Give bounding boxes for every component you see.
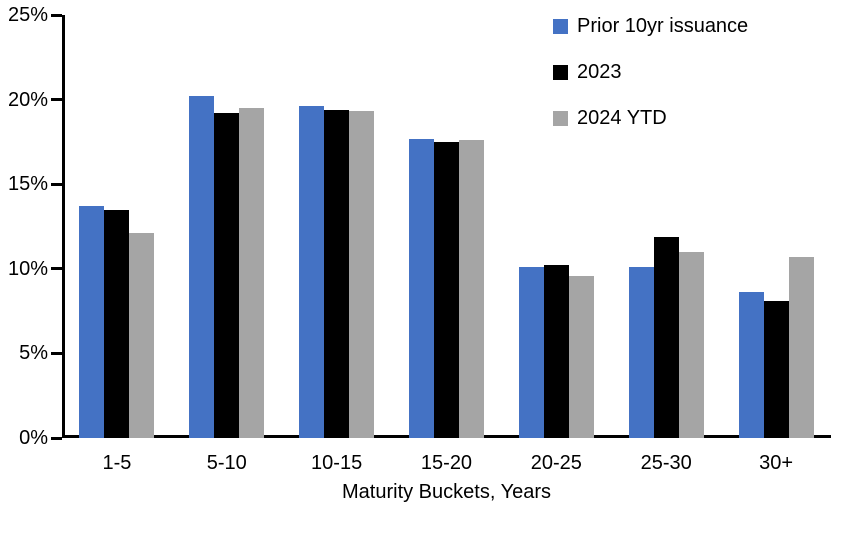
bar-prior-10yr-issuance-5-10: [189, 96, 215, 438]
x-tick-label: 25-30: [640, 452, 692, 474]
y-tick-label: 5%: [19, 342, 48, 365]
x-tick-label: 5-10: [206, 452, 247, 474]
bar-prior-10yr-issuance-30-: [738, 292, 764, 438]
bar-prior-10yr-issuance-1-5: [79, 206, 105, 438]
y-tick-mark: [51, 436, 62, 440]
legend-item-prior-10yr-issuance: Prior 10yr issuance: [553, 11, 748, 41]
x-tick-label: 30+: [759, 452, 794, 474]
x-tick-label: 1-5: [102, 452, 132, 474]
bar-prior-10yr-issuance-25-30: [628, 267, 654, 438]
bar-2024-ytd-20-25: [568, 275, 594, 438]
bar-2024-ytd-15-20: [459, 140, 484, 438]
legend: Prior 10yr issuance 2023 2024 YTD: [553, 11, 748, 149]
y-tick-label: 10%: [7, 257, 48, 280]
bar-2023-15-20: [434, 141, 459, 438]
bar-2024-ytd-5-10: [239, 108, 265, 438]
bar-2023-20-25: [543, 265, 569, 438]
bar-prior-10yr-issuance-10-15: [299, 106, 325, 438]
bar-2023-10-15: [324, 109, 350, 438]
x-axis-title: Maturity Buckets, Years: [342, 481, 551, 503]
y-tick-mark: [51, 13, 62, 17]
bar-2024-ytd-25-30: [678, 251, 704, 438]
x-tick-label: 20-25: [530, 452, 582, 474]
y-tick-label: 25%: [7, 4, 48, 26]
y-tick-label: 20%: [7, 88, 48, 111]
bar-2023-25-30: [653, 236, 679, 438]
y-tick-label: 15%: [7, 173, 48, 196]
x-tick-label: 10-15: [311, 452, 363, 474]
y-tick-mark: [51, 98, 62, 102]
legend-swatch-icon: [553, 18, 568, 34]
legend-swatch-icon: [553, 64, 568, 80]
legend-swatch-icon: [553, 110, 568, 126]
bar-prior-10yr-issuance-15-20: [409, 138, 434, 438]
legend-item-2023: 2023: [553, 57, 748, 87]
bar-2024-ytd-1-5: [129, 233, 155, 438]
bar-2023-30-: [763, 300, 789, 438]
x-tick-label: 15-20: [420, 452, 473, 474]
bar-2024-ytd-10-15: [349, 111, 375, 438]
bar-2024-ytd-30-: [788, 256, 814, 438]
y-tick-label: 0%: [19, 427, 48, 449]
legend-label: 2023: [577, 61, 622, 83]
bar-2023-1-5: [104, 209, 130, 438]
y-tick-mark: [51, 267, 62, 271]
bar-prior-10yr-issuance-20-25: [518, 267, 544, 438]
legend-label: Prior 10yr issuance: [577, 15, 749, 37]
bar-2023-5-10: [214, 113, 240, 438]
y-tick-mark: [51, 351, 62, 355]
legend-label: 2024 YTD: [577, 107, 667, 129]
legend-item-2024-ytd: 2024 YTD: [553, 103, 748, 133]
y-tick-mark: [51, 182, 62, 186]
